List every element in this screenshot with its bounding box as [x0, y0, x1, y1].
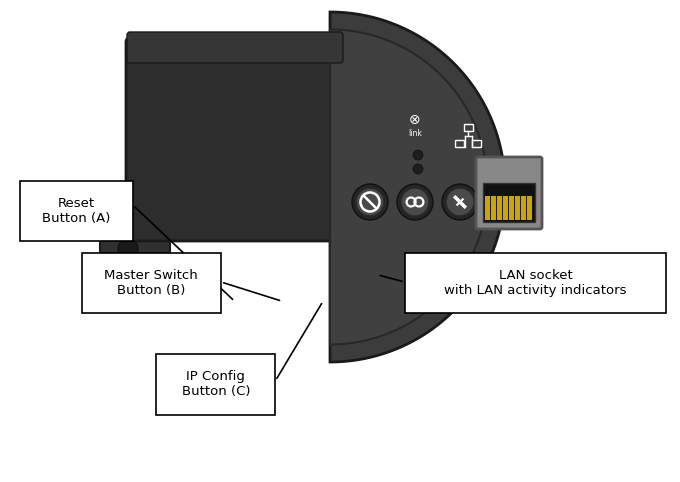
Circle shape: [352, 184, 388, 220]
Bar: [497, 196, 502, 220]
Circle shape: [356, 188, 384, 216]
Bar: [509, 196, 514, 220]
Circle shape: [413, 164, 423, 174]
Bar: [483, 183, 535, 222]
Bar: [491, 196, 496, 220]
Circle shape: [401, 188, 429, 216]
Circle shape: [442, 184, 478, 220]
Bar: [503, 196, 508, 220]
Bar: [464, 124, 473, 131]
Bar: [455, 140, 464, 147]
Text: Master Switch
Button (B): Master Switch Button (B): [105, 269, 198, 297]
Circle shape: [413, 150, 423, 160]
Bar: [515, 196, 520, 220]
FancyBboxPatch shape: [156, 354, 275, 415]
FancyBboxPatch shape: [20, 181, 133, 241]
Circle shape: [118, 239, 138, 259]
Bar: [472, 140, 481, 147]
FancyBboxPatch shape: [476, 157, 542, 229]
Bar: [521, 196, 526, 220]
FancyBboxPatch shape: [127, 32, 343, 63]
Text: Reset
Button (A): Reset Button (A): [42, 197, 111, 225]
Bar: [485, 196, 490, 220]
Polygon shape: [330, 12, 505, 362]
FancyBboxPatch shape: [100, 224, 170, 272]
Text: IP Config
Button (C): IP Config Button (C): [182, 370, 250, 399]
Polygon shape: [330, 29, 488, 345]
FancyBboxPatch shape: [126, 38, 344, 241]
Bar: [527, 196, 532, 220]
Text: link: link: [408, 130, 422, 138]
Text: LAN socket
with LAN activity indicators: LAN socket with LAN activity indicators: [444, 269, 627, 297]
FancyBboxPatch shape: [405, 253, 666, 313]
FancyBboxPatch shape: [82, 253, 221, 313]
Text: ⊗: ⊗: [409, 113, 421, 127]
Circle shape: [397, 184, 433, 220]
Circle shape: [446, 188, 474, 216]
